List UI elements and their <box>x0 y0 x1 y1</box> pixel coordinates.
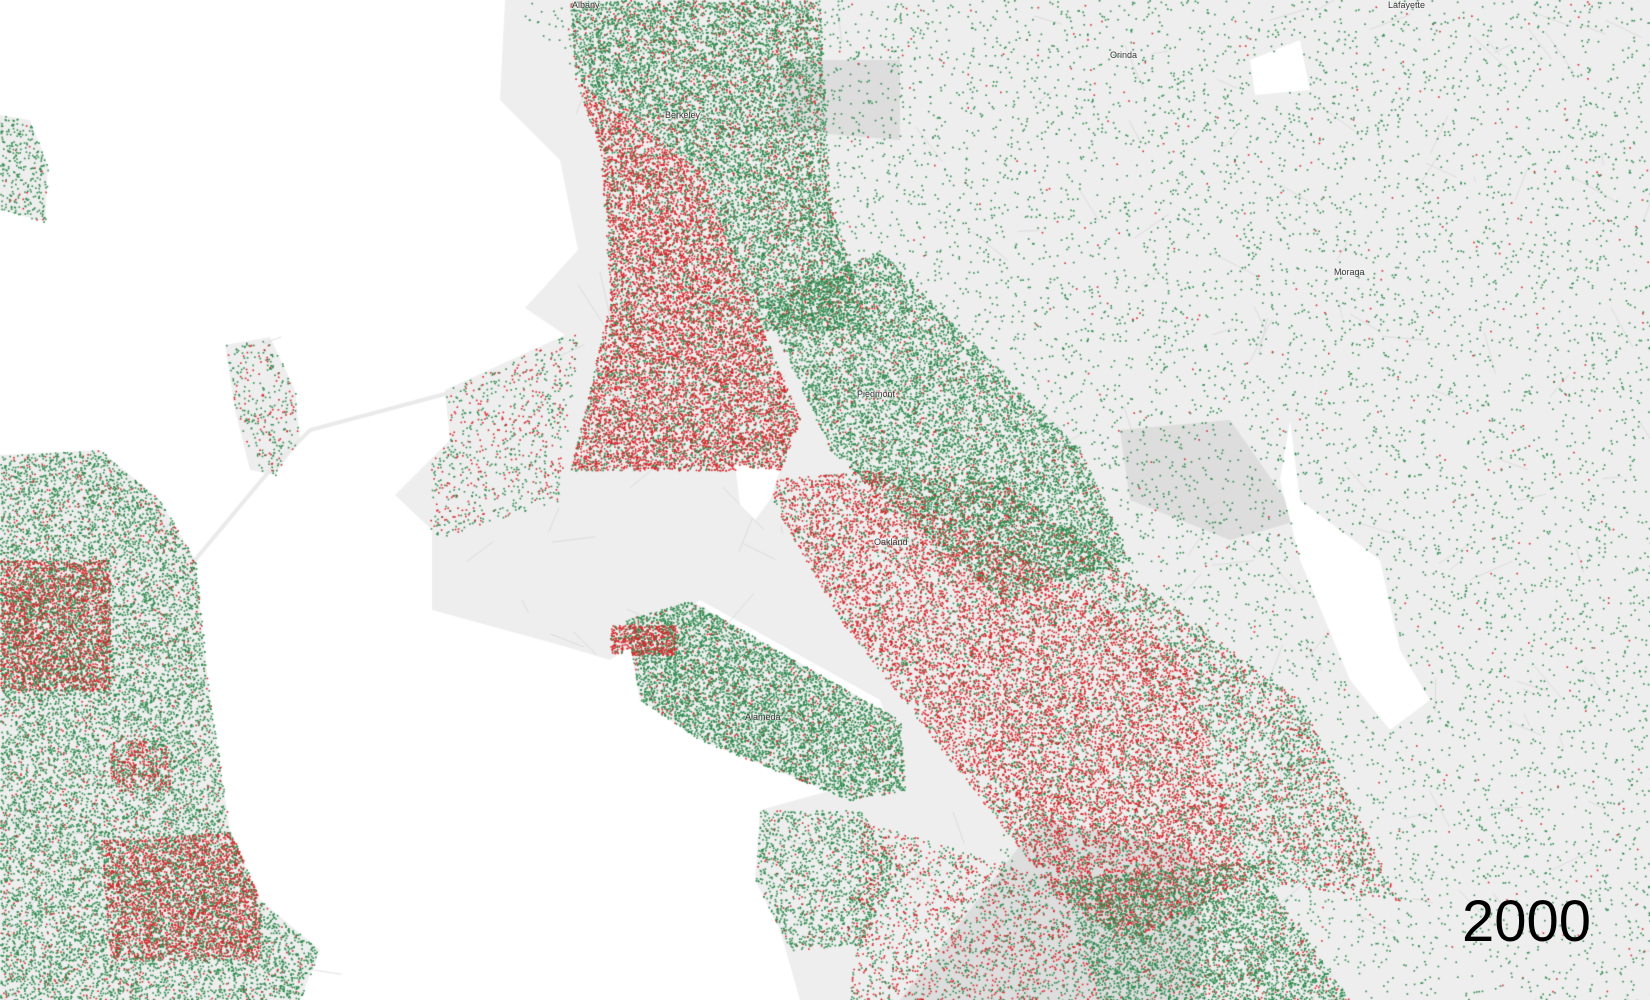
year-label: 2000 <box>1462 889 1592 954</box>
place-label-berkeley: Berkeley <box>665 110 701 120</box>
place-label-oakland: Oakland <box>874 537 908 547</box>
place-label-orinda: Orinda <box>1110 50 1138 60</box>
place-label-lafayette: Lafayette <box>1388 0 1426 10</box>
place-label-moraga: Moraga <box>1334 267 1365 277</box>
place-label-piedmont: Piedmont <box>857 389 896 399</box>
place-label-alameda: Alameda <box>745 712 781 722</box>
place-label-albany: Albany <box>572 0 600 10</box>
